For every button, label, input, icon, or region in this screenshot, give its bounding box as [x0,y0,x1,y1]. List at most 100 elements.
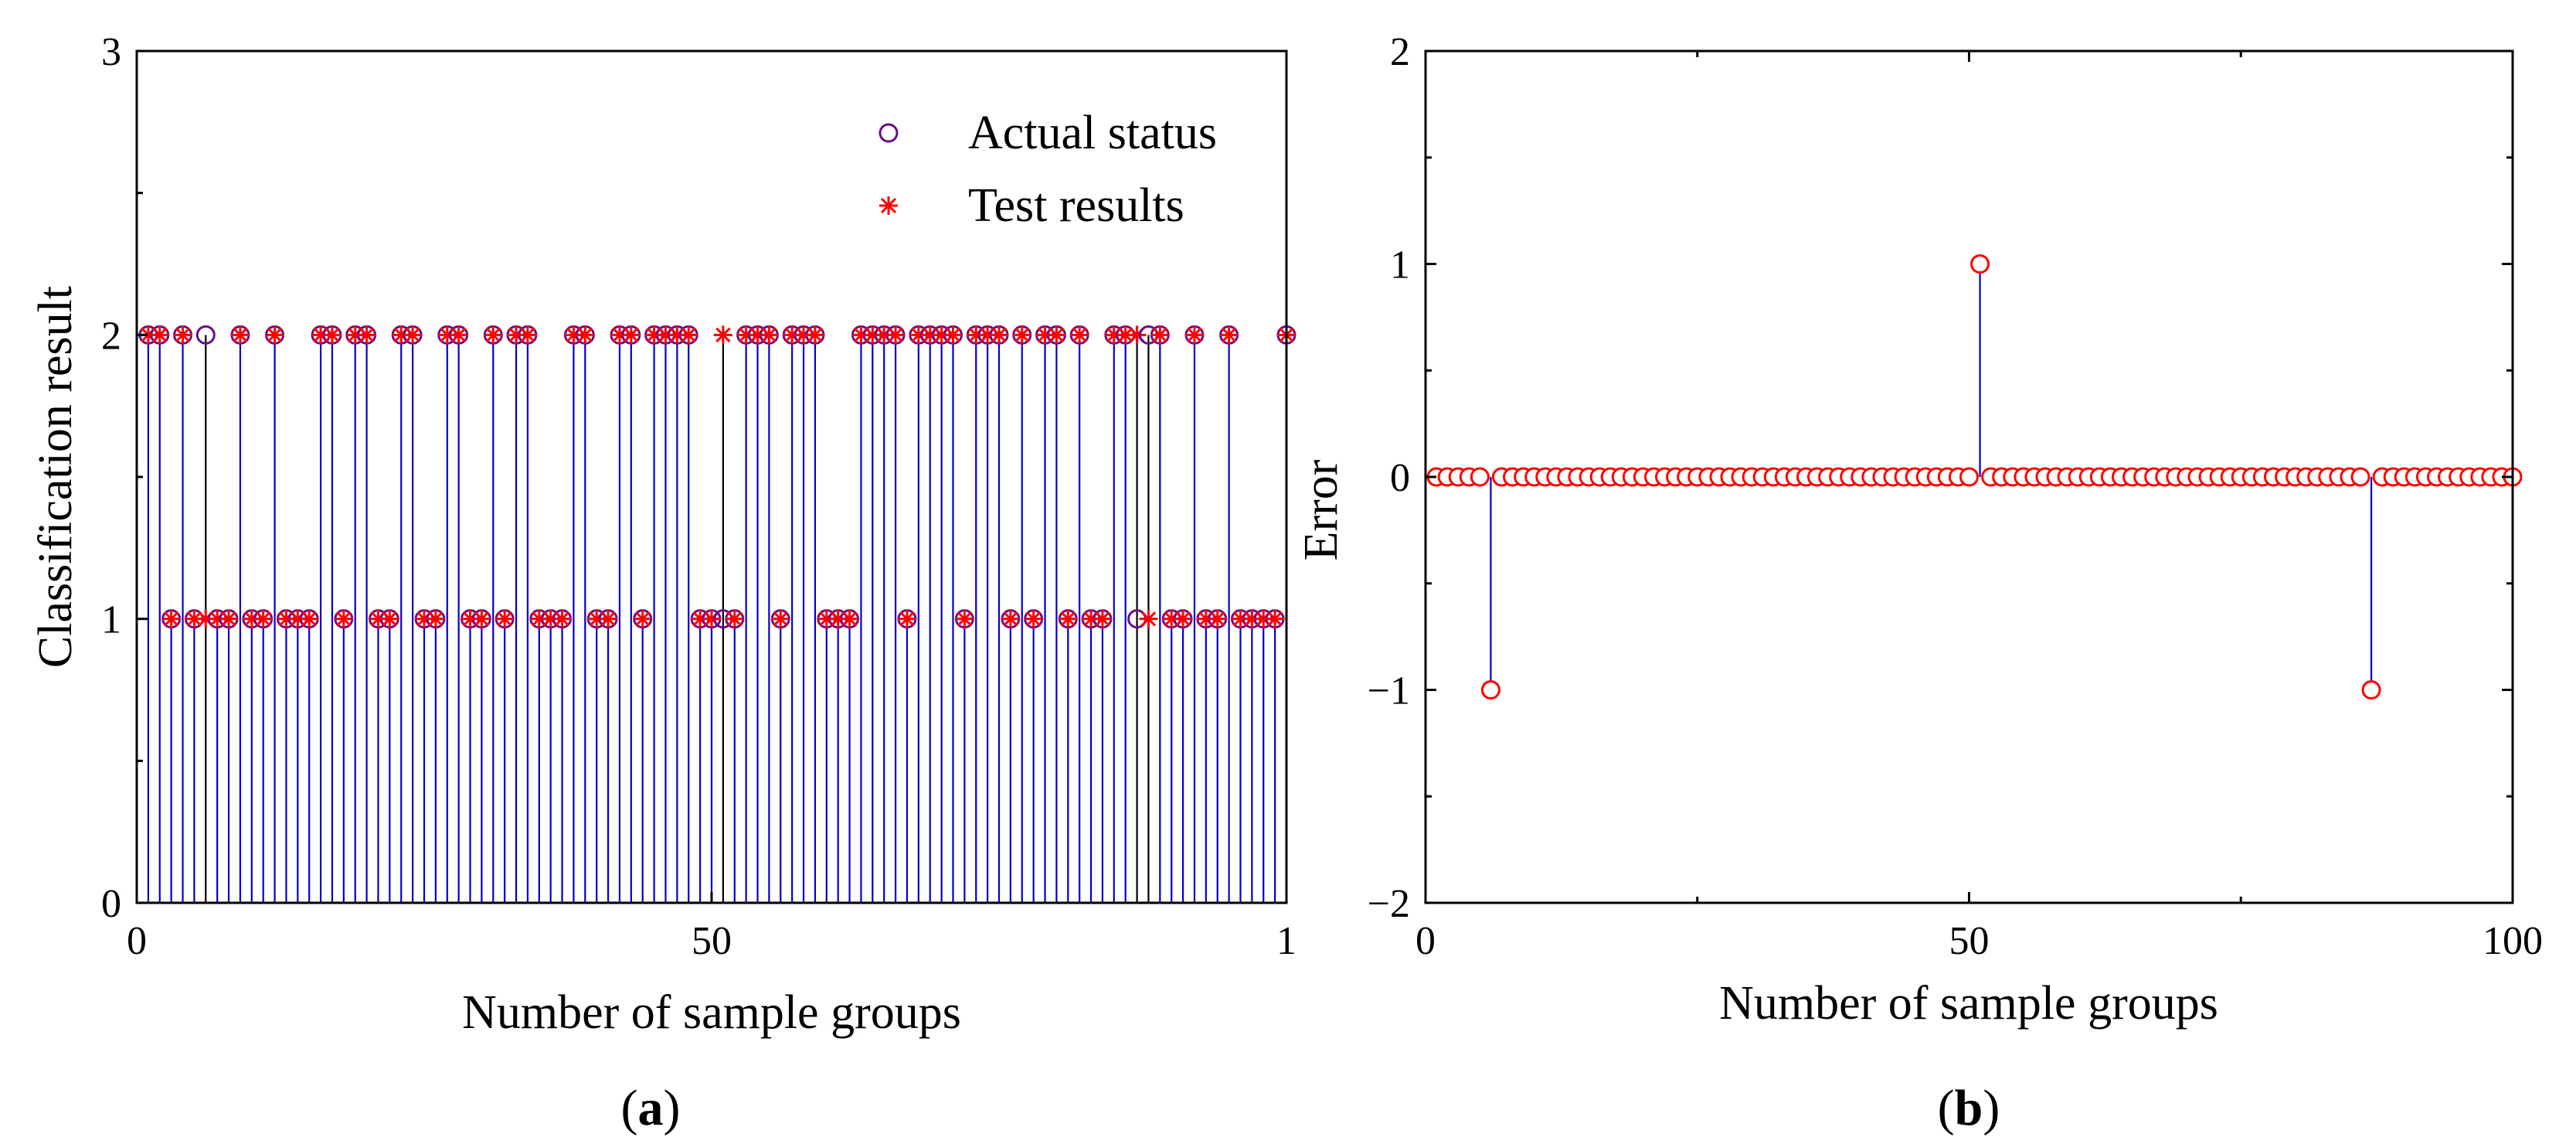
a-ytick-label: 2 [101,314,121,358]
test-point-84 [1093,609,1112,628]
a-xtick-label: 0 [127,919,147,963]
test-point-39 [576,325,595,345]
test-point-9-d2 [233,327,248,343]
test-point-20 [357,325,376,345]
chart-a-marks [138,325,1296,903]
panel-label-a: (a) [621,1080,681,1136]
test-point-75-d2 [991,327,1007,343]
test-point-88-d2 [1140,611,1157,627]
test-point-59 [805,325,824,345]
legend-test-results-marker [879,196,898,215]
test-point-72-d2 [957,611,973,627]
b-ytick-label: −1 [1368,669,1410,713]
test-point-2 [150,325,169,345]
test-point-77 [1012,325,1031,345]
test-point-34 [518,325,537,345]
test-point-41 [599,609,618,628]
chart-a-y-axis-label: Classification result [29,286,82,668]
test-point-94-d2 [1210,611,1225,627]
test-point-12 [265,325,284,345]
test-point-20-d2 [359,327,375,343]
test-point-11 [253,609,273,628]
test-point-17 [322,325,342,345]
test-point-48 [679,325,698,345]
test-point-67 [897,609,916,628]
legend-actual-status-marker [878,123,899,143]
error-point-51 [1970,254,1990,274]
test-point-51-d2 [715,327,731,343]
test-point-56 [771,609,790,628]
test-point-66 [886,325,906,345]
test-point-31-d2 [485,327,501,343]
test-point-91-d2 [1175,611,1191,627]
test-point-8 [219,609,239,628]
chart-b-marks [1426,254,2523,700]
test-point-32 [495,609,515,628]
test-point-78-d2 [1025,611,1042,627]
test-point-94 [1208,609,1227,628]
test-point-28 [449,325,468,345]
test-point-52 [725,609,744,628]
test-point-95-d2 [1221,327,1237,343]
b-ytick-label: 0 [1390,456,1410,500]
a-ytick-label: 1 [101,598,121,642]
chart-b-y-axis-label: Error [1295,459,1347,560]
test-point-4-d2 [175,327,191,343]
test-point-92-d2 [1187,327,1202,343]
test-point-24-d2 [405,327,420,343]
test-point-91 [1174,609,1193,628]
test-point-86-d2 [1117,327,1133,343]
test-point-76-d2 [1003,611,1018,627]
test-point-26-d2 [428,611,443,627]
test-point-81-d2 [1060,611,1076,627]
a-ytick-label: 0 [101,882,121,926]
a-ytick-label: 3 [101,30,121,74]
error-point-6 [1480,680,1500,700]
test-point-72 [955,609,974,628]
a-xtick-label: 50 [692,919,732,963]
test-point-8-d2 [221,611,236,627]
test-point-37 [552,609,572,628]
test-point-30-d2 [474,611,490,627]
test-point-18-d2 [336,611,352,627]
test-point-15 [300,609,319,628]
test-point-22 [380,609,399,628]
test-point-43 [621,325,641,345]
test-point-62-d2 [841,611,858,627]
test-point-88 [1139,609,1158,628]
test-point-51 [713,325,732,345]
test-point-24 [403,325,423,345]
test-point-75 [990,325,1008,345]
test-point-12-d2 [267,327,283,343]
test-point-62 [840,609,859,628]
chart-a-legend: Actual status Test results [878,107,1217,232]
test-point-37-d2 [554,611,570,627]
legend-test-results-label: Test results [968,179,1184,232]
test-point-81 [1059,609,1078,628]
chart-b-x-axis-label: Number of sample groups [1719,977,2218,1030]
chart-panel-b: −2 −1 0 1 2 0 50 100 Number of sample groups Er… [1295,30,2543,1136]
test-point-59-d2 [807,327,823,343]
test-point-77-d2 [1014,327,1030,343]
test-point-43-d2 [624,327,639,343]
test-point-56-d2 [773,611,788,627]
test-point-95 [1219,325,1239,345]
test-point-32-d2 [497,611,512,627]
test-point-82-d2 [1072,327,1087,343]
b-xtick-label: 0 [1415,919,1436,963]
test-point-48-d2 [681,327,696,343]
test-point-4 [173,325,192,345]
b-ytick-label: 1 [1390,243,1410,288]
test-point-2-d2 [152,327,168,343]
test-point-41-d2 [600,611,616,627]
test-point-55 [760,325,779,345]
error-point-87 [2361,680,2381,700]
test-point-66-d2 [888,327,903,343]
test-point-9 [230,325,250,345]
a-xtick-label: 1 [1276,919,1296,963]
test-point-52-d2 [727,611,743,627]
test-point-15-d2 [301,611,317,627]
test-point-17-d2 [325,327,340,343]
error-point-86 [2350,467,2370,487]
